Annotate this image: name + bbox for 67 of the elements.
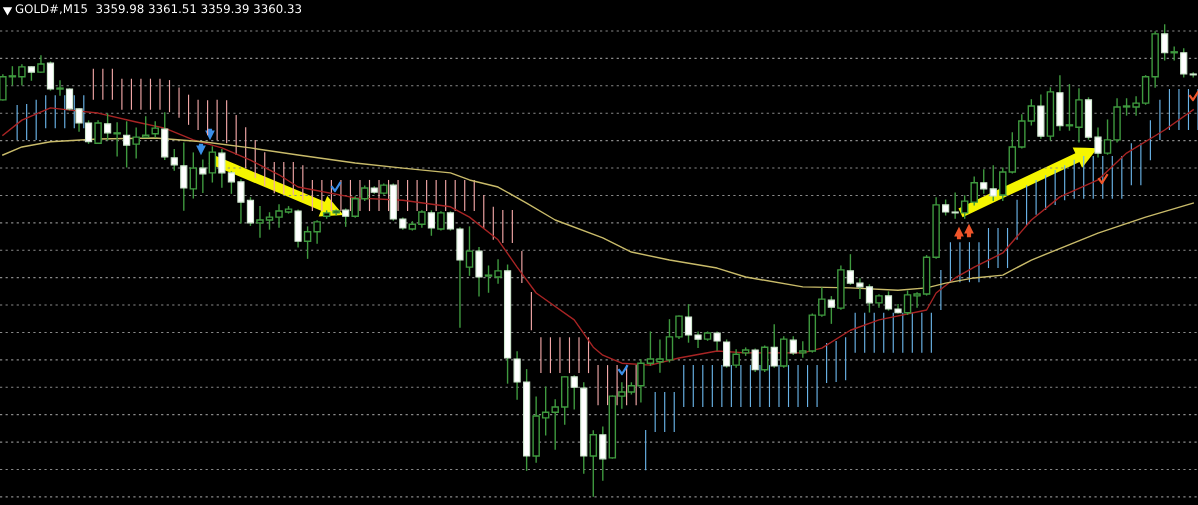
candlestick xyxy=(541,386,550,436)
candlestick xyxy=(1094,127,1102,158)
candlestick xyxy=(818,287,826,317)
candlestick xyxy=(56,80,64,96)
candlestick xyxy=(0,74,7,101)
candlestick xyxy=(123,121,131,168)
candlestick xyxy=(513,351,521,400)
candlestick xyxy=(827,296,835,324)
candlestick xyxy=(665,319,674,363)
candlestick xyxy=(275,204,283,228)
candlestick xyxy=(675,315,683,339)
candlestick xyxy=(999,167,1007,201)
candlestick xyxy=(951,192,959,219)
candlestick xyxy=(980,169,988,194)
candlestick xyxy=(484,265,493,293)
candlestick xyxy=(589,430,598,497)
candlestick xyxy=(903,290,912,315)
candlestick xyxy=(856,278,864,299)
candlestick xyxy=(751,348,759,372)
candlestick xyxy=(637,359,645,403)
candlestick xyxy=(656,339,664,373)
candlestick xyxy=(246,197,255,226)
candlestick xyxy=(646,331,655,366)
candlestick xyxy=(960,195,969,219)
candlestick xyxy=(199,159,207,193)
candlestick xyxy=(1161,24,1169,61)
candlestick xyxy=(694,331,702,348)
candlestick xyxy=(104,113,112,141)
candlestick xyxy=(970,176,978,206)
candlestick xyxy=(989,165,997,201)
candlestick xyxy=(189,152,198,199)
candlestick xyxy=(770,324,778,368)
candlestick xyxy=(237,179,245,224)
candlestick xyxy=(65,88,74,111)
candlestick xyxy=(227,171,236,194)
candlestick xyxy=(303,226,312,259)
candlestick xyxy=(208,146,217,183)
candlestick xyxy=(141,116,150,138)
candlestick xyxy=(427,210,435,236)
candlestick xyxy=(760,345,769,372)
chart-title: GOLD#,M15 3359.98 3361.51 3359.39 3360.33 xyxy=(15,4,302,15)
candlestick xyxy=(75,108,83,132)
candlestick xyxy=(1170,46,1178,61)
candlestick xyxy=(84,120,93,144)
candlestick xyxy=(846,254,855,285)
candlestick xyxy=(865,284,874,313)
candlestick xyxy=(618,382,626,409)
candlestick xyxy=(551,399,559,450)
candlestick xyxy=(1132,96,1140,116)
candlestick xyxy=(94,120,102,144)
candlestick xyxy=(913,292,921,308)
candlestick xyxy=(1027,99,1036,126)
candlestick xyxy=(256,206,264,238)
candlestick xyxy=(684,304,693,343)
candlestick xyxy=(1180,48,1188,78)
candlestick xyxy=(180,142,188,211)
candlestick xyxy=(465,226,474,276)
candlestick xyxy=(570,375,578,410)
candlestick xyxy=(18,64,26,86)
candlestick xyxy=(218,149,226,188)
candlestick xyxy=(351,196,359,218)
candlestick xyxy=(113,122,121,157)
candlestick xyxy=(313,220,321,244)
candlestick xyxy=(132,127,140,159)
candlestick xyxy=(170,149,178,171)
candlestick xyxy=(494,259,502,284)
candlestick xyxy=(1103,119,1112,155)
